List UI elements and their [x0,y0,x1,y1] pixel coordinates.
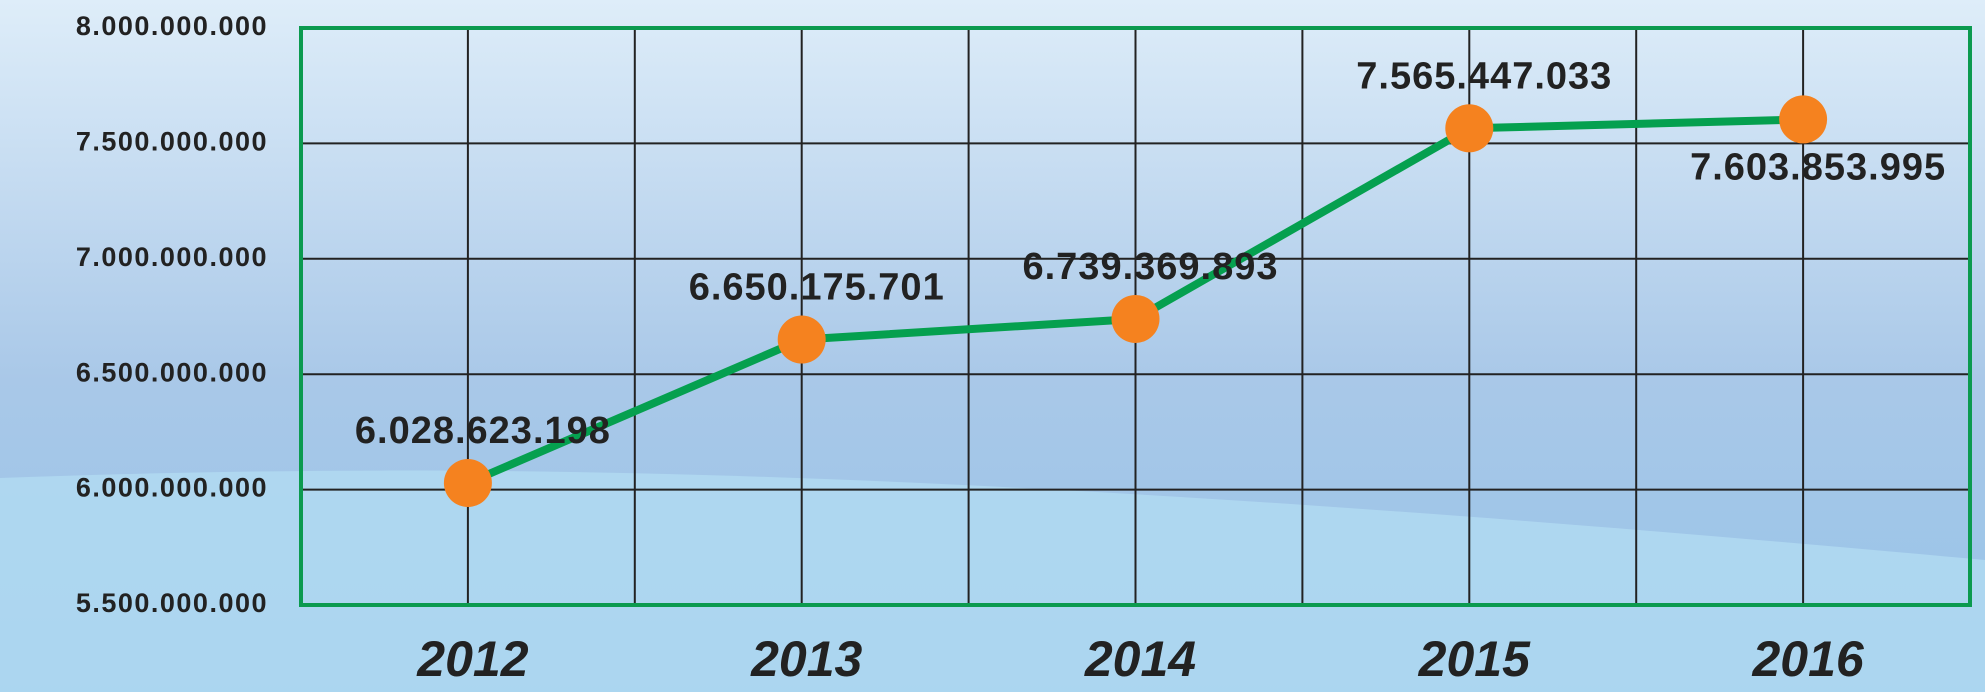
y-tick-label: 6.000.000.000 [76,473,268,503]
x-tick-label: 2015 [1418,631,1531,687]
marker [1779,95,1828,144]
x-tick-label: 2016 [1751,631,1864,687]
y-tick-label: 8.000.000.000 [76,11,268,41]
marker [443,458,492,507]
marker [777,315,826,364]
plot-border [299,26,1972,607]
y-tick-label: 7.500.000.000 [76,127,268,157]
x-tick-label: 2013 [750,631,862,687]
background-wave [0,470,1985,692]
x-tick-label: 2012 [416,631,528,687]
y-tick-label: 7.000.000.000 [76,242,268,272]
y-tick-label: 6.500.000.000 [76,357,268,387]
marker [1111,294,1160,343]
data-label: 7.565.447.033 [1356,55,1612,97]
data-label: 6.739.369.893 [1022,246,1278,288]
y-tick-label: 5.500.000.000 [76,588,268,618]
data-label: 7.603.853.995 [1690,146,1946,188]
data-label: 6.028.623.198 [355,410,611,452]
data-label: 6.650.175.701 [689,267,945,309]
x-tick-label: 2014 [1084,631,1196,687]
marker [1445,104,1494,153]
